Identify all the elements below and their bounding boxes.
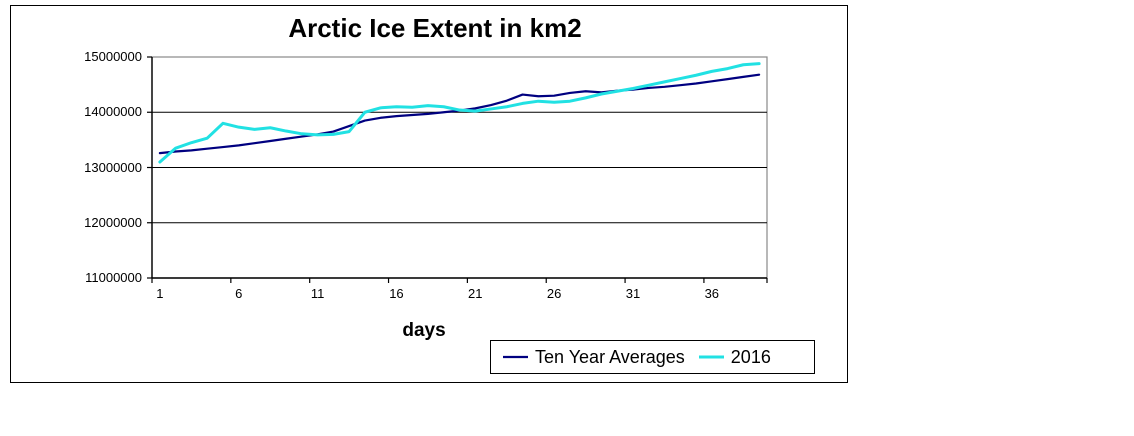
chart-frame: Arctic Ice Extent in km2 15000000 1400000… <box>10 5 848 383</box>
series-line-2016 <box>158 62 761 164</box>
legend-label-2016: 2016 <box>730 346 771 367</box>
x-axis-tick-label: 26 <box>546 286 562 301</box>
y-axis-tick-label: 11000000 <box>85 270 142 285</box>
plot-area <box>147 56 768 283</box>
x-axis-tick-label: 16 <box>389 286 404 301</box>
x-axis-tick-label: 31 <box>625 286 641 301</box>
x-axis-tick-label: 36 <box>704 286 720 301</box>
x-axis-tick-label: 11 <box>310 286 325 301</box>
x-axis-title: days <box>402 320 446 341</box>
chart-title: Arctic Ice Extent in km2 <box>288 13 582 43</box>
y-axis-tick-label: 12000000 <box>84 214 142 230</box>
y-axis-tick-label: 14000000 <box>84 104 142 120</box>
legend-line-sample-2016 <box>698 355 724 359</box>
series-line-ten-year-averages <box>158 73 761 155</box>
x-axis-tick-label: 6 <box>235 286 243 301</box>
legend: Ten Year Averages 2016 <box>490 340 815 374</box>
x-axis-tick-label: 21 <box>468 286 483 301</box>
legend-label-ten-year-averages: Ten Year Averages <box>535 346 685 367</box>
x-axis-tick-label: 1 <box>156 286 164 301</box>
legend-line-sample-ten-year-averages <box>503 355 528 359</box>
y-axis-tick-label: 13000000 <box>84 159 142 175</box>
y-axis-tick-label: 15000000 <box>84 49 142 64</box>
